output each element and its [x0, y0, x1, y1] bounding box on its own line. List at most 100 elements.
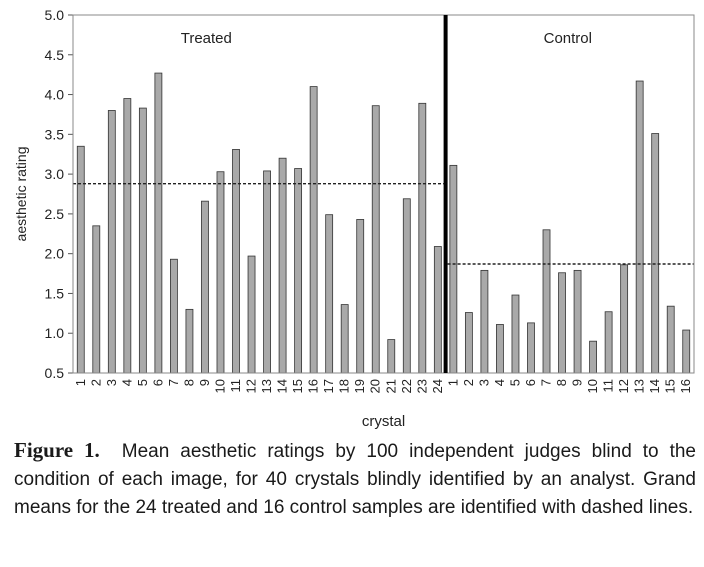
bar [216, 171, 225, 374]
figure-caption-text: Mean aesthetic ratings by 100 independen… [14, 441, 696, 518]
bar [263, 170, 271, 374]
x-tick-label: 5 [507, 379, 522, 386]
bar [480, 269, 489, 374]
bar [325, 214, 334, 374]
x-tick-label: 17 [321, 379, 336, 393]
bar [309, 86, 318, 374]
bar [496, 324, 504, 374]
x-tick-label: 9 [570, 379, 585, 386]
figure-label: Figure 1. [14, 438, 100, 462]
x-tick-label: 16 [306, 379, 321, 393]
x-tick-label: 5 [135, 379, 150, 386]
x-tick-label: 8 [181, 379, 196, 386]
x-tick-label: 7 [539, 379, 554, 386]
bar [542, 229, 551, 374]
x-tick-label: 10 [212, 379, 227, 393]
x-tick-label: 4 [119, 379, 134, 386]
bar [371, 105, 380, 374]
y-tick-label: 4.5 [45, 47, 65, 63]
bar [449, 164, 458, 374]
x-tick-label: 6 [523, 379, 538, 386]
x-tick-label: 22 [399, 379, 414, 393]
x-tick-label: 15 [663, 379, 678, 393]
x-tick-label: 24 [430, 379, 445, 393]
y-tick-label: 1.0 [45, 325, 65, 341]
bar [682, 329, 691, 374]
group-labels: Treated Control [181, 30, 592, 47]
bar [573, 269, 582, 374]
x-tick-label: 2 [88, 379, 103, 386]
y-tick-label: 1.5 [45, 285, 65, 301]
y-tick-label: 2.0 [45, 246, 65, 262]
bar [138, 107, 147, 374]
x-tick-label: 1 [445, 379, 460, 386]
bar [511, 294, 520, 374]
x-tick-label: 3 [104, 379, 119, 386]
bar [604, 311, 613, 374]
x-tick-label: 12 [244, 379, 259, 393]
bar [201, 200, 209, 374]
y-axis-label: aesthetic rating [13, 147, 29, 242]
bar [558, 272, 566, 374]
y-tick-label: 3.5 [45, 126, 65, 142]
x-tick-label: 21 [383, 379, 398, 393]
plot-frame [72, 14, 695, 374]
y-axis: 0.5 1.0 1.5 2.0 2.5 3.0 3.5 4.0 4.5 5.0 aesthetic … [13, 7, 73, 381]
x-tick-label: 4 [492, 379, 507, 386]
bar [185, 308, 194, 374]
x-tick-label: 8 [554, 379, 569, 386]
x-axis: 1 2 3 4 5 6 7 8 9 10 11 12 13 14 15 16 17 18 19 20 21 22 23 24 1… [73, 379, 693, 430]
y-tick-label: 2.5 [45, 206, 65, 222]
group-label: Control [544, 30, 592, 47]
x-axis-label: crystal [362, 413, 405, 430]
bar [651, 133, 660, 374]
x-tick-label: 9 [197, 379, 212, 386]
bar [278, 157, 287, 374]
y-tick-label: 3.0 [45, 166, 65, 182]
bar [107, 110, 116, 374]
bars [76, 72, 691, 374]
bar [387, 339, 396, 374]
bar [76, 145, 85, 374]
x-tick-label: 11 [601, 379, 616, 393]
grand-mean-lines [73, 182, 694, 265]
bar [635, 80, 644, 374]
bar [170, 258, 178, 374]
bar [620, 264, 629, 374]
bar [92, 225, 101, 374]
x-tick-label: 13 [259, 379, 274, 393]
bar [418, 102, 427, 374]
x-tick-label: 20 [368, 379, 383, 393]
y-tick-label: 5.0 [45, 7, 65, 23]
bar [464, 312, 473, 374]
x-tick-label: 15 [290, 379, 305, 393]
x-tick-label: 12 [616, 379, 631, 393]
x-tick-label: 2 [461, 379, 476, 386]
x-tick-label: 14 [647, 379, 662, 393]
y-tick-label: 0.5 [45, 365, 65, 381]
bar [356, 219, 365, 374]
bar-chart: 0.5 1.0 1.5 2.0 2.5 3.0 3.5 4.0 4.5 5.0 aesthetic … [13, 7, 695, 430]
bar [340, 304, 349, 374]
bar [402, 198, 411, 374]
x-tick-label: 10 [585, 379, 600, 393]
x-tick-label: 16 [678, 379, 693, 393]
x-tick-label: 1 [73, 379, 88, 386]
bar [123, 98, 132, 374]
x-tick-label: 19 [352, 379, 367, 393]
bar [527, 322, 535, 374]
group-label: Treated [181, 30, 232, 47]
x-tick-label: 11 [228, 379, 243, 393]
x-tick-label: 18 [337, 379, 352, 393]
x-tick-label: 3 [476, 379, 491, 386]
bar [247, 255, 256, 374]
figure-caption: Figure 1. Mean aesthetic ratings by 100 … [14, 436, 696, 522]
x-tick-label: 13 [632, 379, 647, 393]
x-tick-label: 23 [414, 379, 429, 393]
x-tick-label: 6 [150, 379, 165, 386]
bar [589, 340, 597, 374]
x-tick-label: 14 [275, 379, 290, 393]
bar [154, 72, 163, 374]
bar [433, 246, 442, 374]
y-tick-label: 4.0 [45, 87, 65, 103]
